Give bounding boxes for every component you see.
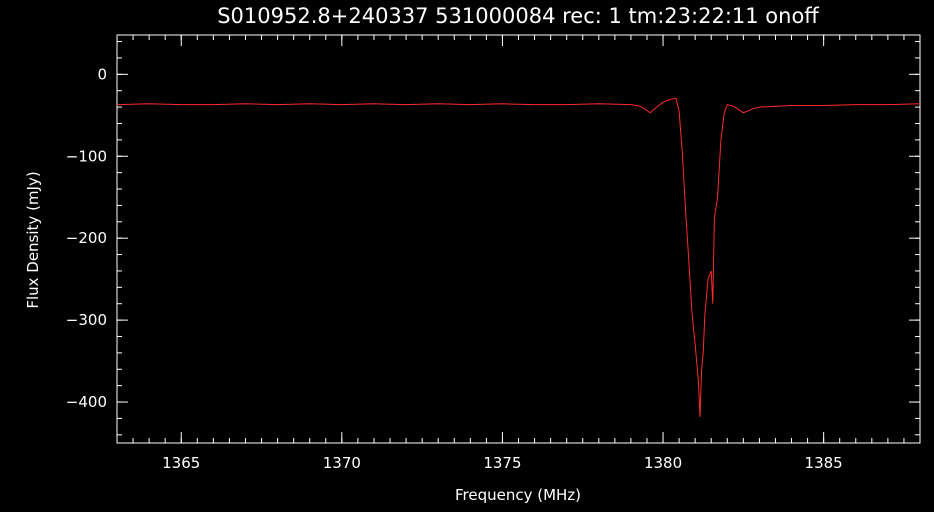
x-tick-label: 1375 (483, 454, 521, 472)
x-axis-label: Frequency (MHz) (455, 486, 581, 504)
x-tick-label: 1385 (805, 454, 843, 472)
y-tick-label: −200 (66, 229, 107, 247)
x-tick-label: 1380 (644, 454, 682, 472)
x-tick-labels: 1365 1370 1375 1380 1385 (162, 454, 843, 472)
y-tick-label: −100 (66, 147, 107, 165)
y-tick-label: −400 (66, 393, 107, 411)
y-tick-label: 0 (97, 65, 107, 83)
series-line-flux-density (116, 97, 921, 417)
x-tick-label: 1370 (323, 454, 361, 472)
plot-frame (116, 34, 921, 444)
y-axis-label: Flux Density (mJy) (24, 171, 42, 308)
chart-title: S010952.8+240337 531000084 rec: 1 tm:23:… (217, 4, 819, 28)
x-tick-label: 1365 (162, 454, 200, 472)
y-tick-labels: 0 −100 −200 −300 −400 (66, 65, 107, 411)
y-tick-label: −300 (66, 311, 107, 329)
axis-ticks (116, 35, 921, 443)
